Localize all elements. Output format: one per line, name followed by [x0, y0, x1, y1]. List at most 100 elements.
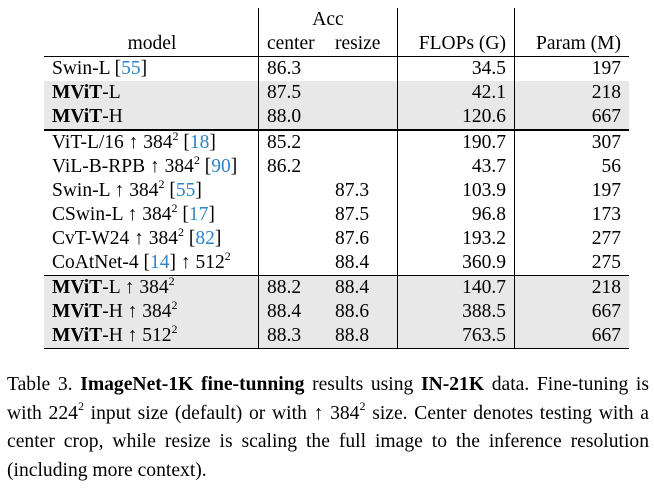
model-suffix: -H [102, 325, 123, 346]
input-resolution: 384 [143, 132, 173, 153]
acc-resize-cell: 87.6 [335, 228, 370, 249]
model-cell: MViT-H [44, 105, 259, 130]
table-row: ViT-L/16 ↑ 3842 [18] 85.2 190.7 307 [44, 128, 629, 155]
model-name: MViT [52, 277, 103, 298]
input-resolution: 512 [195, 252, 225, 273]
squared-superscript: 2 [168, 273, 175, 288]
param-cell: 307 [514, 129, 629, 155]
model-suffix: -H [102, 301, 123, 322]
squared-superscript: 2 [172, 128, 179, 143]
param-cell: 667 [514, 300, 629, 324]
flops-cell: 360.9 [397, 251, 515, 276]
center-header: center [258, 32, 329, 57]
squared-superscript: 2 [193, 152, 200, 167]
model-cell: ViT-L/16 ↑ 3842 [18] [44, 128, 259, 155]
citation-link: 17 [188, 204, 209, 225]
param-header: Param (M) [514, 32, 629, 57]
model-suffix: -H [102, 106, 123, 127]
model-cell: Swin-L ↑ 3842 [55] [52, 176, 202, 202]
caption-label: Table 3. [7, 374, 73, 395]
table-row: MViT-H 88.0 120.6 667 [44, 105, 629, 130]
caption-sup-2: 2 [359, 398, 366, 413]
input-resolution: 384 [129, 180, 159, 201]
param-cell: 56 [514, 155, 629, 179]
citation-link: 14 [150, 252, 170, 273]
model-name: MViT [52, 301, 103, 322]
table-row: CoAtNet-4 [14] ↑ 5122 88.4 360.9 275 [44, 250, 629, 276]
param-cell: 218 [514, 275, 629, 300]
citation-link: 18 [189, 132, 210, 153]
model-name: CSwin-L [52, 204, 123, 225]
table-row: MViT-L 87.5 42.1 218 [44, 81, 629, 105]
param-cell: 667 [514, 105, 629, 130]
acc-center-cell: 88.4 [258, 300, 329, 324]
caption-bold-1: ImageNet-1K fine-tunning [80, 374, 305, 395]
caption-sup-1: 2 [77, 398, 84, 413]
acc-center-cell: 85.2 [258, 129, 329, 155]
citation-link: 82 [195, 228, 215, 249]
acc-center-cell [258, 203, 329, 227]
flops-cell: 103.9 [397, 179, 515, 203]
model-cell: MViT-H ↑ 3842 [44, 299, 259, 324]
model-name: Swin-L [52, 58, 110, 79]
table-body: Swin-L [55] 86.3 34.5 197 MViT-L 87.5 42.1 218 M… [44, 56, 629, 349]
acc-resize-cell: 88.6 [329, 300, 398, 324]
acc-resize-cell [329, 129, 398, 155]
acc-resize-cell: 88.8 [329, 324, 398, 349]
acc-center-cell [258, 179, 329, 203]
acc-center-cell [258, 251, 329, 276]
model-suffix: -L [102, 82, 121, 103]
param-cell: 667 [514, 324, 629, 349]
acc-center-cell: 88.3 [258, 324, 329, 349]
table-row: CvT-W24 ↑ 3842 [82] 87.6 193.2 277 [44, 226, 629, 251]
model-header: model [127, 33, 177, 54]
flops-cell: 388.5 [397, 300, 515, 324]
acc-header: Acc [258, 8, 398, 32]
model-cell: MViT-H ↑ 5122 [44, 321, 259, 349]
model-name: ViL-B-RPB [52, 156, 146, 177]
acc-center-cell: 86.3 [258, 56, 329, 81]
acc-center-cell [258, 227, 329, 251]
acc-resize-cell: 88.4 [335, 252, 370, 273]
acc-resize-cell: 87.3 [335, 180, 370, 201]
squared-superscript: 2 [171, 200, 178, 215]
table-row: MViT-H ↑ 3842 88.4 88.6 388.5 667 [44, 299, 629, 324]
input-resolution: 384 [164, 156, 194, 177]
model-name: ViT-L/16 [52, 132, 124, 153]
caption-text-4: size. Center denotes testing with a cent… [7, 402, 649, 481]
param-cell: 197 [514, 56, 629, 81]
flops-cell: 120.6 [397, 105, 515, 130]
table-row: Swin-L ↑ 3842 [55] 87.3 103.9 197 [44, 176, 629, 203]
flops-cell: 42.1 [397, 81, 515, 105]
results-table: Acc model center resize FLOPs (G) Param … [44, 8, 629, 349]
acc-center-cell: 88.0 [258, 105, 329, 130]
citation-link: 55 [121, 58, 141, 79]
acc-resize-cell [329, 56, 398, 81]
model-cell: Swin-L [55] [44, 56, 259, 81]
param-cell: 173 [514, 203, 629, 227]
acc-resize-cell [329, 81, 398, 105]
flops-cell: 193.2 [397, 227, 515, 251]
model-name: MViT [52, 325, 103, 346]
model-cell: MViT-L [44, 81, 259, 105]
squared-superscript: 2 [171, 321, 178, 336]
table-row: Swin-L [55] 86.3 34.5 197 [44, 56, 629, 81]
caption-text-3: input size (default) or with ↑ 384 [90, 402, 360, 424]
flops-cell: 763.5 [397, 324, 515, 349]
flops-cell: 190.7 [397, 129, 515, 155]
model-cell: ViL-B-RPB ↑ 3842 [90] [52, 152, 238, 178]
model-name: CvT-W24 [52, 228, 130, 249]
table-row: MViT-H ↑ 5122 88.3 88.8 763.5 667 [44, 321, 629, 349]
acc-center-cell: 88.2 [258, 275, 329, 300]
acc-resize-cell: 87.5 [335, 204, 370, 225]
flops-header: FLOPs (G) [397, 32, 515, 57]
model-cell: CSwin-L ↑ 3842 [17] [52, 200, 215, 226]
model-name: CoAtNet-4 [52, 252, 139, 273]
citation-link: 90 [211, 156, 231, 177]
acc-resize-cell [329, 155, 398, 179]
input-resolution: 512 [142, 325, 172, 346]
table-row: ViL-B-RPB ↑ 3842 [90] 86.2 43.7 56 [44, 152, 629, 179]
input-resolution: 384 [139, 277, 169, 298]
flops-cell: 140.7 [397, 275, 515, 300]
